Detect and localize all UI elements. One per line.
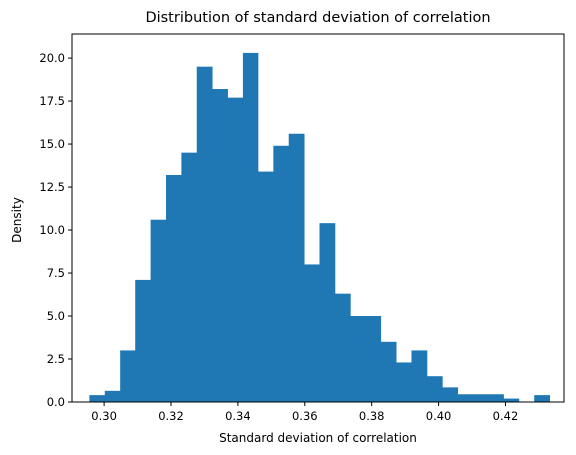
histogram-bar [457, 394, 474, 402]
histogram-bar [411, 350, 428, 402]
histogram-bar [120, 350, 136, 402]
histogram-bar [242, 52, 259, 402]
y-tick-label: 5.0 [47, 309, 65, 323]
y-tick-label: 10.0 [39, 223, 65, 237]
x-tick-label: 0.38 [359, 409, 385, 423]
histogram-bar [288, 133, 305, 402]
y-tick-label: 2.5 [47, 352, 65, 366]
histogram-bar [334, 293, 351, 402]
histogram-bar [196, 66, 213, 402]
y-tick-label: 0.0 [47, 395, 65, 409]
x-tick-label: 0.36 [292, 409, 318, 423]
histogram-bar [273, 145, 290, 402]
y-axis: 0.0 2.5 5.0 7.5 10.0 12.5 15.0 17.5 20.0 [39, 51, 72, 409]
histogram-bar [442, 387, 459, 402]
y-tick-label: 12.5 [39, 180, 65, 194]
histogram-bar [396, 362, 412, 402]
histogram-bar [150, 219, 167, 402]
histogram-bar [380, 341, 397, 402]
y-tick-label: 17.5 [39, 94, 65, 108]
x-axis: 0.30 0.32 0.34 0.36 0.38 0.40 0.42 [91, 402, 518, 423]
histogram-bar [365, 316, 382, 402]
histogram-bar [227, 97, 244, 403]
histogram-bar [350, 316, 367, 402]
histogram-bar [488, 394, 504, 402]
x-tick-label: 0.42 [493, 409, 519, 423]
histogram-bar [181, 152, 198, 402]
y-tick-label: 20.0 [39, 51, 65, 65]
chart-title: Distribution of standard deviation of co… [145, 10, 490, 26]
y-tick-label: 15.0 [39, 137, 65, 151]
y-tick-label: 7.5 [47, 266, 65, 280]
bars-group [89, 52, 551, 403]
histogram-bar [104, 390, 121, 402]
histogram-bar [426, 376, 443, 402]
x-tick-label: 0.40 [426, 409, 452, 423]
histogram-bar [503, 398, 520, 402]
plot-frame [71, 33, 565, 403]
histogram-bar [89, 395, 106, 402]
histogram-bar [257, 171, 274, 402]
histogram-bar [212, 89, 228, 402]
histogram-bar [135, 279, 151, 402]
x-tick-label: 0.34 [225, 409, 251, 423]
x-tick-label: 0.32 [158, 409, 184, 423]
histogram-bar [473, 394, 489, 402]
histogram-bar [534, 395, 551, 402]
histogram-bar [165, 175, 182, 402]
y-axis-label: Density [10, 197, 24, 243]
x-tick-label: 0.30 [91, 409, 117, 423]
histogram-bar [304, 264, 320, 402]
histogram-bar [319, 223, 336, 402]
x-axis-label: Standard deviation of correlation [219, 431, 417, 445]
